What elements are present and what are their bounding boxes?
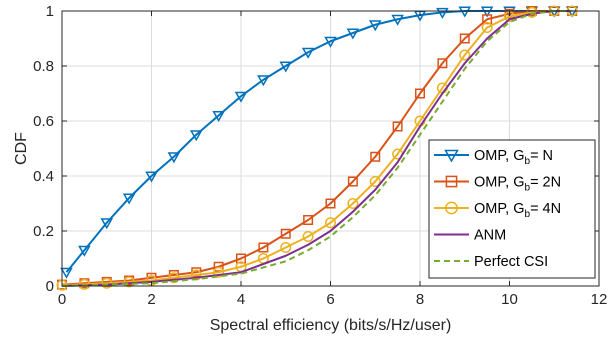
series-3 bbox=[61, 10, 573, 287]
y-tick-label: 0.4 bbox=[33, 168, 54, 185]
legend-marker bbox=[445, 201, 458, 215]
data-point bbox=[324, 36, 337, 48]
data-point bbox=[392, 121, 403, 132]
data-point bbox=[347, 176, 358, 187]
legend-entry: Perfect CSI bbox=[434, 254, 548, 270]
x-axis-label: Spectral efficiency (bits/s/Hz/user) bbox=[210, 317, 452, 334]
data-point bbox=[122, 193, 136, 205]
y-tick-label: 0.6 bbox=[33, 113, 54, 130]
data-point bbox=[481, 22, 493, 33]
data-point bbox=[415, 88, 425, 99]
x-tick-label: 2 bbox=[147, 291, 155, 308]
legend-label: ANM bbox=[474, 228, 506, 244]
data-point bbox=[280, 242, 292, 253]
axis-ticks: 0 2 4 6 8 10 12 0 0.2 0.4 0.6 0.8 1 bbox=[33, 3, 607, 308]
legend-entry: OMP, Gb= 4N bbox=[434, 201, 561, 220]
x-tick-label: 10 bbox=[501, 291, 518, 308]
data-point bbox=[258, 242, 269, 253]
legend: OMP, Gb= N OMP, Gb= 2N OMP, Gb= 4N ANM Perfe… bbox=[428, 139, 596, 279]
y-tick-label: 0.2 bbox=[33, 223, 54, 240]
x-tick-label: 12 bbox=[591, 291, 608, 308]
data-point bbox=[234, 91, 248, 103]
data-point bbox=[123, 276, 135, 288]
data-point bbox=[458, 6, 472, 18]
legend-label: OMP, Gb= N bbox=[474, 148, 553, 167]
y-tick-label: 0.8 bbox=[33, 58, 54, 75]
legend-label: Perfect CSI bbox=[474, 254, 548, 270]
data-point bbox=[101, 277, 113, 289]
data-point bbox=[302, 231, 314, 242]
data-point bbox=[459, 49, 471, 61]
data-point bbox=[257, 75, 270, 87]
data-point bbox=[78, 245, 91, 257]
data-point bbox=[280, 228, 291, 239]
data-point bbox=[437, 58, 448, 69]
data-point bbox=[168, 272, 180, 284]
legend-marker bbox=[445, 175, 458, 188]
legend-marker bbox=[444, 149, 459, 163]
legend-entry: OMP, Gb= 2N bbox=[434, 175, 561, 194]
x-tick-label: 6 bbox=[326, 291, 334, 308]
data-point bbox=[480, 6, 494, 18]
data-point bbox=[346, 28, 360, 40]
series-line bbox=[61, 10, 573, 287]
data-point bbox=[368, 20, 382, 32]
legend-entry: OMP, Gb= N bbox=[434, 148, 553, 167]
x-tick-label: 4 bbox=[237, 291, 245, 308]
y-tick-label: 0 bbox=[46, 278, 54, 295]
data-point bbox=[212, 111, 225, 123]
legend-label: OMP, Gb= 2N bbox=[474, 175, 561, 194]
x-tick-label: 8 bbox=[416, 291, 424, 308]
data-point bbox=[303, 215, 314, 225]
data-point bbox=[100, 218, 114, 230]
series-4 bbox=[61, 10, 573, 287]
data-point bbox=[459, 33, 470, 44]
data-point bbox=[325, 217, 336, 229]
data-point bbox=[167, 152, 181, 164]
data-point bbox=[213, 266, 225, 278]
y-axis-label: CDF bbox=[13, 132, 30, 165]
y-tick-label: 1 bbox=[46, 3, 54, 20]
data-point bbox=[279, 61, 293, 73]
series-line bbox=[61, 10, 573, 287]
data-point bbox=[325, 198, 336, 209]
data-point bbox=[370, 151, 381, 162]
data-point bbox=[391, 14, 404, 26]
data-point bbox=[213, 261, 224, 272]
data-point bbox=[347, 198, 359, 209]
data-point bbox=[436, 7, 449, 19]
data-point bbox=[369, 176, 381, 187]
x-tick-label: 0 bbox=[58, 291, 66, 308]
series-layer bbox=[56, 5, 579, 291]
data-point bbox=[60, 267, 73, 279]
legend-entry: ANM bbox=[434, 228, 506, 244]
data-point bbox=[145, 171, 158, 183]
data-point bbox=[301, 47, 315, 59]
legend-label: OMP, Gb= 4N bbox=[474, 201, 561, 220]
data-point bbox=[189, 130, 203, 142]
